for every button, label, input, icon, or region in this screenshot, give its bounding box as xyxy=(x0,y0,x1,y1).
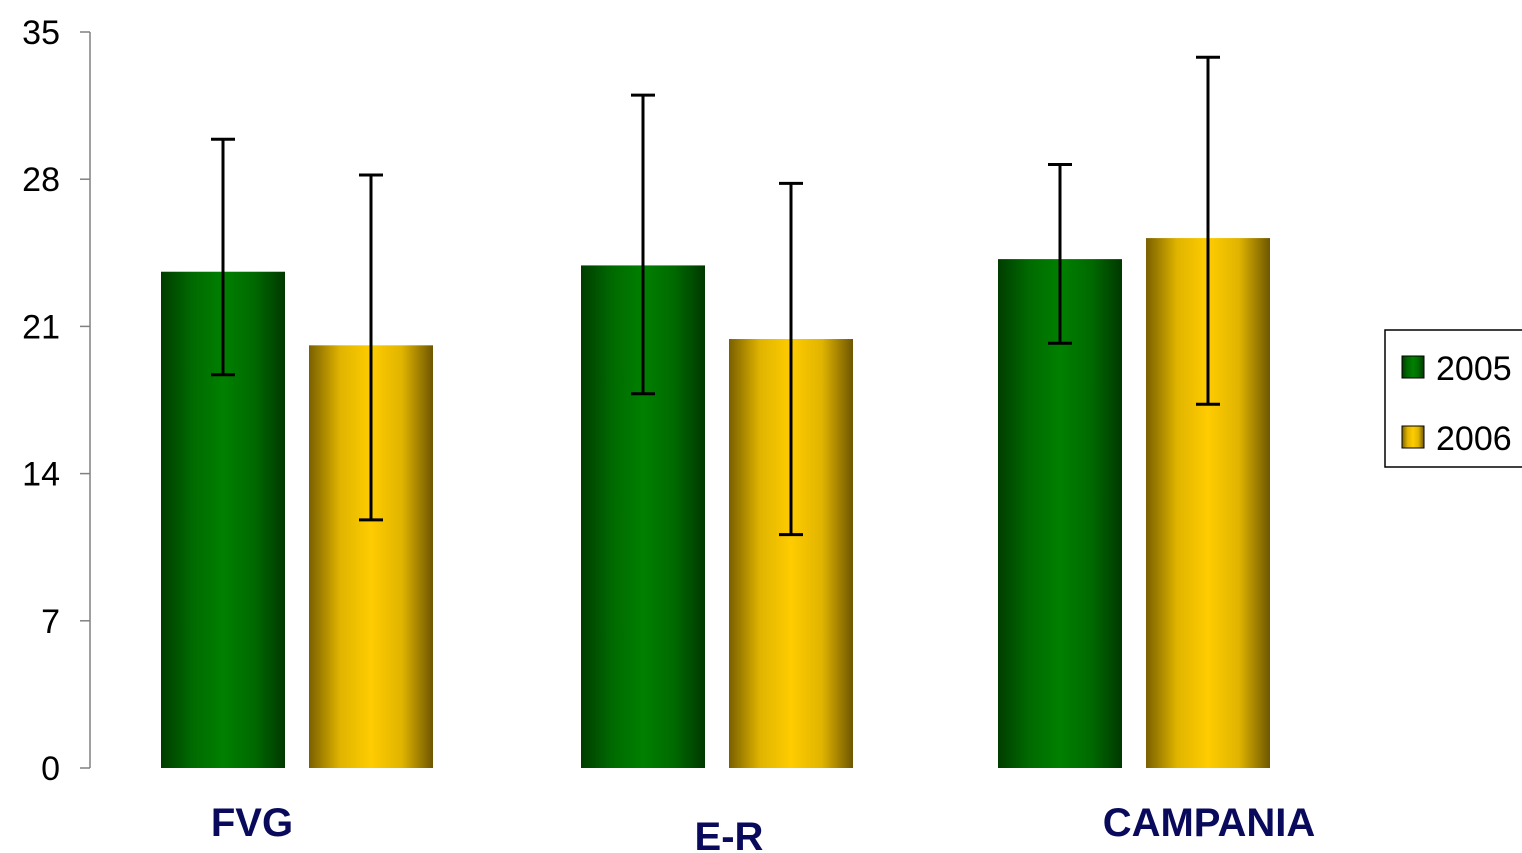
legend-label-2006: 2006 xyxy=(1436,420,1512,458)
y-tick-label: 0 xyxy=(41,750,60,788)
error-bar-2005-campania xyxy=(1048,162,1072,345)
error-bar-2005-e-r xyxy=(631,93,655,396)
y-tick-label: 28 xyxy=(22,161,60,199)
error-bars xyxy=(211,55,1220,537)
y-tick-label: 14 xyxy=(22,456,60,494)
legend-swatch-2005 xyxy=(1401,355,1425,379)
category-label-e-r: E-R xyxy=(695,815,764,853)
error-bar-2005-fvg xyxy=(211,137,235,377)
y-tick-labels: 0 7 14 21 28 35 xyxy=(22,14,60,788)
error-bar-2006-fvg xyxy=(359,173,383,522)
y-axis xyxy=(80,31,91,769)
legend: 2005 2006 xyxy=(1384,329,1522,468)
legend-swatch-2006 xyxy=(1401,425,1425,449)
y-tick-label: 21 xyxy=(22,308,60,346)
error-bar-2006-campania xyxy=(1196,55,1220,406)
category-label-campania: CAMPANIA xyxy=(1103,801,1316,845)
legend-label-2005: 2005 xyxy=(1436,350,1512,388)
bars xyxy=(161,238,1270,768)
y-tick-label: 7 xyxy=(41,603,60,641)
error-bar-2006-e-r xyxy=(779,181,803,537)
y-tick-label: 35 xyxy=(22,14,60,52)
category-label-fvg: FVG xyxy=(211,801,293,845)
category-labels: FVG E-R CAMPANIA xyxy=(211,801,1315,853)
